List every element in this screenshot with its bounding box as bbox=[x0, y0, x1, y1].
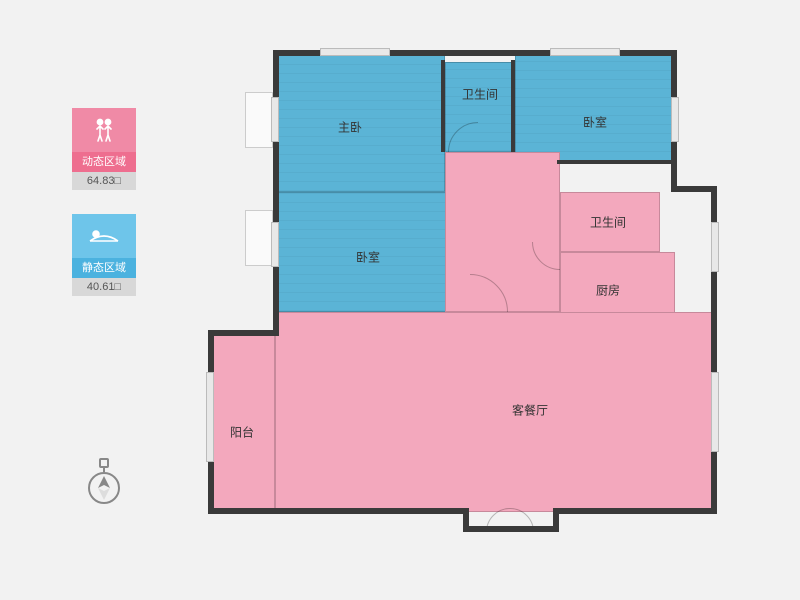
window-segment bbox=[550, 48, 620, 56]
window-segment bbox=[320, 48, 390, 56]
exterior-block bbox=[245, 210, 273, 266]
wall-segment bbox=[208, 508, 275, 514]
exterior-block bbox=[245, 92, 273, 148]
wall-segment bbox=[553, 508, 717, 514]
legend-dynamic: 动态区域 64.83□ bbox=[72, 108, 136, 190]
window-segment bbox=[711, 372, 719, 452]
wall-segment bbox=[273, 508, 463, 514]
window-segment bbox=[271, 222, 279, 267]
wall-segment bbox=[273, 310, 279, 336]
wall-segment bbox=[273, 50, 279, 314]
room-living-dining bbox=[275, 312, 715, 512]
room-label-bedroom-1: 卧室 bbox=[583, 114, 607, 131]
legend-static-value: 40.61□ bbox=[72, 278, 136, 296]
room-balcony bbox=[210, 332, 275, 512]
room-label-living-dining: 客餐厅 bbox=[512, 402, 548, 419]
room-label-balcony: 阳台 bbox=[230, 424, 254, 441]
room-corridor bbox=[445, 152, 560, 312]
room-label-master-bedroom: 主卧 bbox=[338, 119, 362, 136]
wall-segment bbox=[557, 160, 677, 164]
door-arc bbox=[486, 508, 534, 556]
window-segment bbox=[271, 97, 279, 142]
room-label-bedroom-2: 卧室 bbox=[356, 249, 380, 266]
wall-segment bbox=[511, 60, 515, 152]
legend-dynamic-value: 64.83□ bbox=[72, 172, 136, 190]
window-segment bbox=[206, 372, 214, 462]
room-bedroom-1 bbox=[515, 52, 675, 162]
room-label-bathroom-1: 卫生间 bbox=[462, 86, 498, 103]
window-segment bbox=[711, 222, 719, 272]
legend-static-label: 静态区域 bbox=[72, 258, 136, 278]
legend-static: 静态区域 40.61□ bbox=[72, 214, 136, 296]
floorplan: 主卧卫生间卧室卧室卫生间厨房阳台客餐厅 bbox=[200, 42, 740, 542]
wall-segment bbox=[441, 60, 445, 152]
legend-panel: 动态区域 64.83□ 静态区域 40.61□ bbox=[72, 108, 136, 320]
sleep-icon bbox=[72, 214, 136, 258]
room-label-kitchen: 厨房 bbox=[596, 282, 620, 299]
people-icon bbox=[72, 108, 136, 152]
legend-dynamic-label: 动态区域 bbox=[72, 152, 136, 172]
wall-segment bbox=[208, 330, 275, 336]
room-label-bathroom-2: 卫生间 bbox=[590, 214, 626, 231]
wall-segment bbox=[463, 526, 559, 532]
compass-icon bbox=[84, 458, 124, 506]
window-segment bbox=[671, 97, 679, 142]
